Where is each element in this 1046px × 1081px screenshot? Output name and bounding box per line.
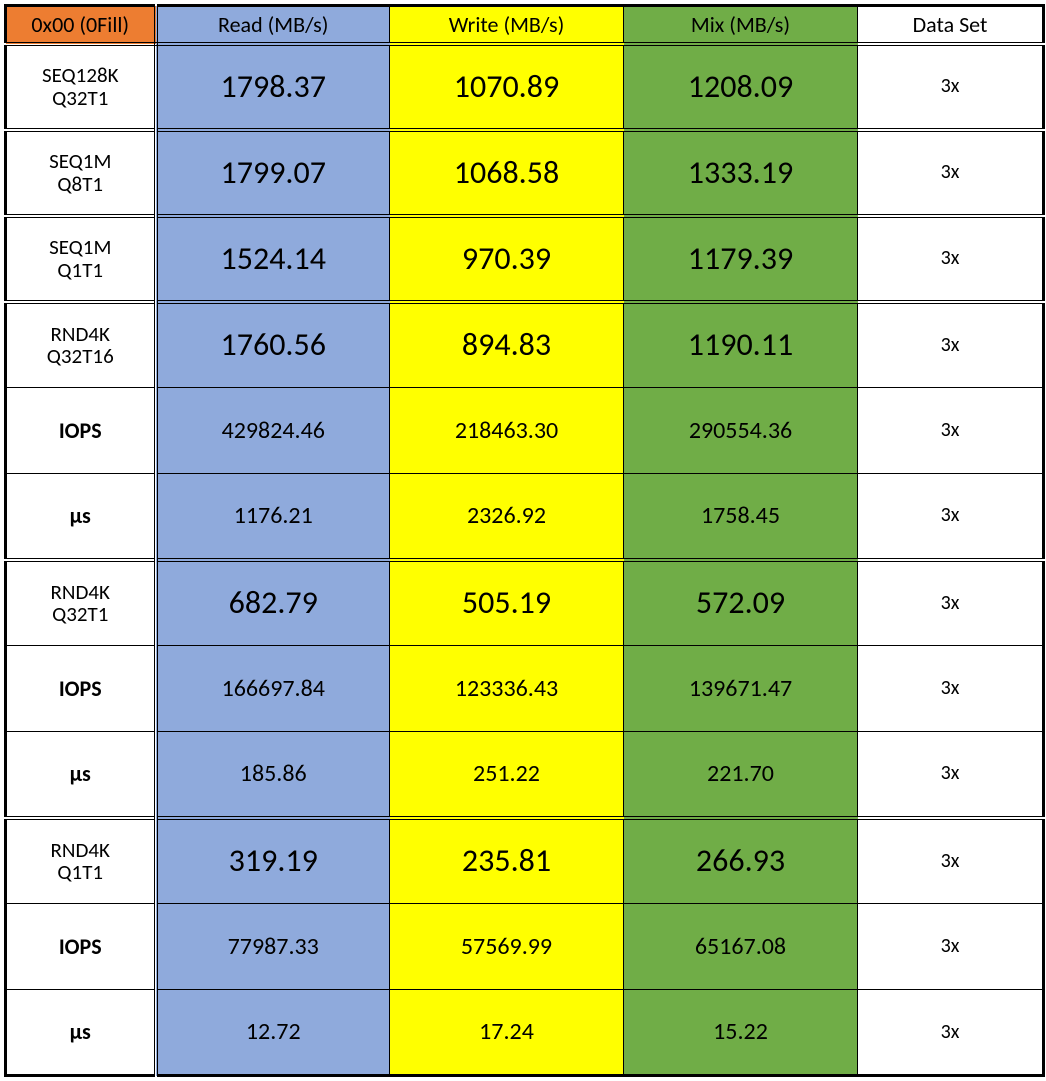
read-value: 1760.56 — [156, 302, 390, 388]
write-value: 1068.58 — [390, 130, 624, 216]
mix-value: 139671.47 — [624, 646, 858, 732]
table-header-row: 0x00 (0Fill) Read (MB/s) Write (MB/s) Mi… — [6, 6, 1044, 44]
row-label-line1: RND4K — [7, 323, 154, 345]
row-label-line1: RND4K — [7, 839, 154, 861]
table-body: SEQ128KQ32T11798.371070.891208.093xSEQ1M… — [6, 44, 1044, 1076]
table-row: RND4KQ32T1682.79505.19572.093x — [6, 560, 1044, 646]
row-label: IOPS — [6, 904, 156, 990]
col-header-mix: Mix (MB/s) — [624, 6, 858, 44]
mix-value: 266.93 — [624, 818, 858, 904]
col-header-dataset: Data Set — [858, 6, 1044, 44]
mix-value: 1208.09 — [624, 44, 858, 130]
dataset-value: 3x — [858, 560, 1044, 646]
write-value: 894.83 — [390, 302, 624, 388]
dataset-value: 3x — [858, 732, 1044, 818]
row-label: μs — [6, 990, 156, 1076]
row-label-line2: Q1T1 — [7, 861, 154, 883]
read-value: 1176.21 — [156, 474, 390, 560]
dataset-value: 3x — [858, 130, 1044, 216]
row-label-line1: SEQ1M — [7, 236, 154, 258]
row-label: RND4KQ32T1 — [6, 560, 156, 646]
table-row: SEQ1MQ1T11524.14970.391179.393x — [6, 216, 1044, 302]
row-label-line2: Q32T16 — [7, 345, 154, 367]
dataset-value: 3x — [858, 388, 1044, 474]
col-header-write: Write (MB/s) — [390, 6, 624, 44]
write-value: 235.81 — [390, 818, 624, 904]
row-label: RND4KQ1T1 — [6, 818, 156, 904]
col-header-read: Read (MB/s) — [156, 6, 390, 44]
dataset-value: 3x — [858, 990, 1044, 1076]
mix-value: 65167.08 — [624, 904, 858, 990]
row-label: μs — [6, 732, 156, 818]
row-label: μs — [6, 474, 156, 560]
dataset-value: 3x — [858, 302, 1044, 388]
table-row: IOPS166697.84123336.43139671.473x — [6, 646, 1044, 732]
table-row: SEQ1MQ8T11799.071068.581333.193x — [6, 130, 1044, 216]
write-value: 970.39 — [390, 216, 624, 302]
col-header-test: 0x00 (0Fill) — [6, 6, 156, 44]
table-row: IOPS429824.46218463.30290554.363x — [6, 388, 1044, 474]
table-row: μs185.86251.22221.703x — [6, 732, 1044, 818]
row-label: RND4KQ32T16 — [6, 302, 156, 388]
dataset-value: 3x — [858, 904, 1044, 990]
read-value: 1799.07 — [156, 130, 390, 216]
dataset-value: 3x — [858, 818, 1044, 904]
mix-value: 221.70 — [624, 732, 858, 818]
row-label-line1: RND4K — [7, 581, 154, 603]
write-value: 218463.30 — [390, 388, 624, 474]
read-value: 185.86 — [156, 732, 390, 818]
write-value: 57569.99 — [390, 904, 624, 990]
write-value: 2326.92 — [390, 474, 624, 560]
mix-value: 1190.11 — [624, 302, 858, 388]
dataset-value: 3x — [858, 44, 1044, 130]
mix-value: 1179.39 — [624, 216, 858, 302]
table-row: μs12.7217.2415.223x — [6, 990, 1044, 1076]
mix-value: 572.09 — [624, 560, 858, 646]
read-value: 1798.37 — [156, 44, 390, 130]
read-value: 1524.14 — [156, 216, 390, 302]
row-label-line2: Q8T1 — [7, 173, 154, 195]
row-label: IOPS — [6, 388, 156, 474]
row-label: SEQ128KQ32T1 — [6, 44, 156, 130]
read-value: 319.19 — [156, 818, 390, 904]
mix-value: 290554.36 — [624, 388, 858, 474]
table-row: SEQ128KQ32T11798.371070.891208.093x — [6, 44, 1044, 130]
row-label-line2: Q32T1 — [7, 87, 154, 109]
row-label: SEQ1MQ1T1 — [6, 216, 156, 302]
mix-value: 15.22 — [624, 990, 858, 1076]
read-value: 429824.46 — [156, 388, 390, 474]
read-value: 77987.33 — [156, 904, 390, 990]
dataset-value: 3x — [858, 646, 1044, 732]
read-value: 12.72 — [156, 990, 390, 1076]
table-row: μs1176.212326.921758.453x — [6, 474, 1044, 560]
write-value: 17.24 — [390, 990, 624, 1076]
table-row: RND4KQ32T161760.56894.831190.113x — [6, 302, 1044, 388]
row-label-line1: SEQ1M — [7, 150, 154, 172]
write-value: 505.19 — [390, 560, 624, 646]
benchmark-table: 0x00 (0Fill) Read (MB/s) Write (MB/s) Mi… — [4, 4, 1045, 1077]
write-value: 123336.43 — [390, 646, 624, 732]
row-label-line1: SEQ128K — [7, 64, 154, 86]
read-value: 166697.84 — [156, 646, 390, 732]
row-label-line2: Q32T1 — [7, 603, 154, 625]
read-value: 682.79 — [156, 560, 390, 646]
write-value: 251.22 — [390, 732, 624, 818]
row-label-line2: Q1T1 — [7, 259, 154, 281]
dataset-value: 3x — [858, 474, 1044, 560]
mix-value: 1333.19 — [624, 130, 858, 216]
table-row: RND4KQ1T1319.19235.81266.933x — [6, 818, 1044, 904]
write-value: 1070.89 — [390, 44, 624, 130]
mix-value: 1758.45 — [624, 474, 858, 560]
row-label: IOPS — [6, 646, 156, 732]
dataset-value: 3x — [858, 216, 1044, 302]
table-row: IOPS77987.3357569.9965167.083x — [6, 904, 1044, 990]
row-label: SEQ1MQ8T1 — [6, 130, 156, 216]
